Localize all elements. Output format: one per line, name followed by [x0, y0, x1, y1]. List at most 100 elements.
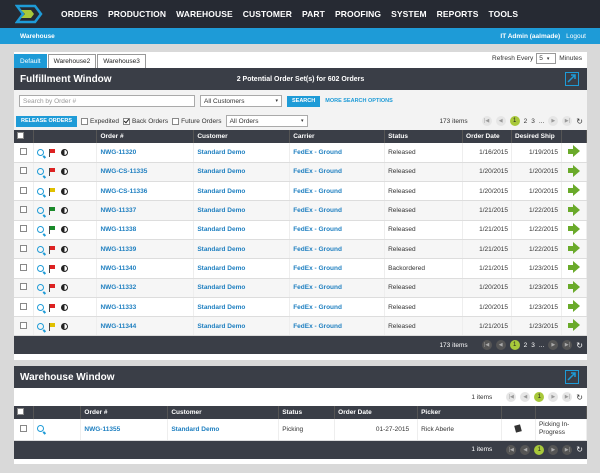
order-search-input[interactable]: Search by Order # [19, 95, 195, 107]
carrier-link[interactable]: FedEx - Ground [289, 316, 386, 337]
half-circle-icon[interactable] [61, 284, 69, 292]
carrier-link[interactable]: FedEx - Ground [289, 297, 386, 318]
row-select[interactable] [14, 316, 35, 337]
row-select[interactable] [14, 220, 35, 240]
tab-warehouse3[interactable]: Warehouse3 [97, 54, 146, 68]
row-checkbox[interactable] [20, 424, 28, 432]
col-status[interactable]: Status [384, 130, 464, 143]
nav-reports[interactable]: REPORTS [436, 9, 479, 19]
search-icon[interactable] [37, 168, 45, 176]
customer-link[interactable]: Standard Demo [193, 278, 291, 298]
order-number-link[interactable]: NWG-11333 [96, 297, 195, 318]
order-number-link[interactable]: NWG-CS-11336 [96, 181, 195, 202]
search-icon[interactable] [37, 226, 45, 234]
row-select[interactable] [14, 419, 35, 441]
flag-icon[interactable] [49, 303, 56, 312]
half-circle-icon[interactable] [61, 168, 69, 176]
col-customer[interactable]: Customer [193, 130, 291, 143]
orders-filter-select[interactable]: All Orders ▾ [225, 115, 308, 127]
table-row[interactable]: NWG-CS-11335 Standard Demo FedEx - Ground R… [14, 162, 588, 183]
page-2[interactable]: 2 [523, 341, 528, 349]
row-checkbox[interactable] [20, 147, 28, 155]
nav-system[interactable]: SYSTEM [391, 9, 427, 19]
order-number-link[interactable]: NWG-11332 [96, 278, 195, 298]
first-page-icon[interactable]: |◀ [481, 116, 492, 126]
half-circle-icon[interactable] [61, 207, 69, 215]
carrier-link[interactable]: FedEx - Ground [289, 181, 386, 202]
half-circle-icon[interactable] [61, 264, 69, 272]
row-select[interactable] [14, 200, 35, 221]
page-1[interactable]: 1 [509, 340, 520, 351]
go-arrow-icon[interactable] [567, 222, 580, 235]
order-number-link[interactable]: NWG-CS-11335 [96, 162, 195, 183]
search-icon[interactable] [37, 424, 45, 432]
table-row[interactable]: NWG-11338 Standard Demo FedEx - Ground Rele… [14, 220, 588, 240]
select-all-checkbox[interactable] [17, 132, 24, 139]
col-order[interactable]: Order # [80, 406, 169, 419]
more-search-options-link[interactable]: MORE SEARCH OPTIONS [325, 98, 393, 104]
future-orders-checkbox[interactable] [172, 117, 180, 125]
next-page-icon[interactable]: ▶ [548, 392, 559, 402]
flag-icon[interactable] [49, 245, 56, 254]
customer-link[interactable]: Standard Demo [193, 258, 291, 279]
carrier-link[interactable]: FedEx - Ground [289, 220, 386, 240]
search-button[interactable]: SEARCH [287, 95, 321, 107]
col-order[interactable]: Order # [96, 130, 195, 143]
table-row[interactable]: NWG-11320 Standard Demo FedEx - Ground Rele… [14, 143, 588, 163]
prev-page-icon[interactable]: ◀ [520, 444, 531, 455]
next-page-icon[interactable]: ▶ [548, 340, 559, 351]
row-select[interactable] [14, 162, 35, 183]
row-select[interactable] [14, 278, 35, 298]
last-page-icon[interactable]: ▶| [562, 444, 573, 455]
table-row[interactable]: NWG-11355 Standard Demo Picking 01-27-2015 R… [14, 419, 588, 441]
search-icon[interactable] [37, 245, 45, 253]
refresh-icon[interactable]: ↻ [576, 116, 583, 126]
page-1[interactable]: 1 [534, 392, 545, 402]
flag-icon[interactable] [49, 187, 56, 196]
customer-link[interactable]: Standard Demo [193, 297, 291, 318]
row-checkbox[interactable] [20, 186, 28, 194]
half-circle-icon[interactable] [61, 245, 69, 253]
page-1[interactable]: 1 [534, 444, 545, 455]
flag-icon[interactable] [49, 264, 56, 273]
go-arrow-icon[interactable] [567, 145, 580, 158]
search-icon[interactable] [37, 148, 45, 156]
customer-link[interactable]: Standard Demo [167, 419, 280, 441]
nav-tools[interactable]: TOOLS [488, 9, 519, 19]
search-icon[interactable] [37, 322, 45, 330]
customer-select[interactable]: All Customers ▾ [200, 95, 282, 107]
page-3[interactable]: 3 [531, 117, 535, 125]
order-number-link[interactable]: NWG-11340 [96, 258, 195, 279]
go-arrow-icon[interactable] [567, 203, 580, 216]
order-number-link[interactable]: NWG-11355 [80, 419, 169, 441]
go-arrow-icon[interactable] [567, 164, 580, 177]
customer-link[interactable]: Standard Demo [193, 200, 291, 221]
row-select[interactable] [14, 258, 35, 279]
col-desired-ship[interactable]: Desired Ship [511, 130, 562, 143]
row-checkbox[interactable] [20, 225, 28, 233]
half-circle-icon[interactable] [61, 303, 69, 311]
prev-page-icon[interactable]: ◀ [495, 116, 506, 126]
half-circle-icon[interactable] [61, 187, 69, 195]
go-arrow-icon[interactable] [567, 280, 580, 293]
customer-link[interactable]: Standard Demo [193, 239, 291, 260]
nav-warehouse[interactable]: WAREHOUSE [176, 9, 233, 19]
search-icon[interactable] [37, 187, 45, 195]
select-all-header[interactable] [14, 130, 35, 143]
order-number-link[interactable]: NWG-11320 [96, 143, 195, 163]
order-number-link[interactable]: NWG-11344 [96, 316, 195, 337]
col-carrier[interactable]: Carrier [289, 130, 386, 143]
table-row[interactable]: NWG-CS-11336 Standard Demo FedEx - Ground R… [14, 181, 588, 202]
customer-link[interactable]: Standard Demo [193, 316, 291, 337]
customer-link[interactable]: Standard Demo [193, 181, 291, 202]
nav-production[interactable]: PRODUCTION [107, 9, 167, 19]
customer-link[interactable]: Standard Demo [193, 220, 291, 240]
go-arrow-icon[interactable] [567, 261, 580, 274]
page-more[interactable]: ... [538, 117, 545, 125]
go-arrow-icon[interactable] [567, 184, 580, 197]
search-icon[interactable] [37, 207, 45, 215]
nav-part[interactable]: PART [302, 9, 325, 19]
expand-icon[interactable] [565, 370, 579, 384]
flag-icon[interactable] [49, 148, 56, 157]
select-all-header[interactable] [14, 406, 35, 419]
